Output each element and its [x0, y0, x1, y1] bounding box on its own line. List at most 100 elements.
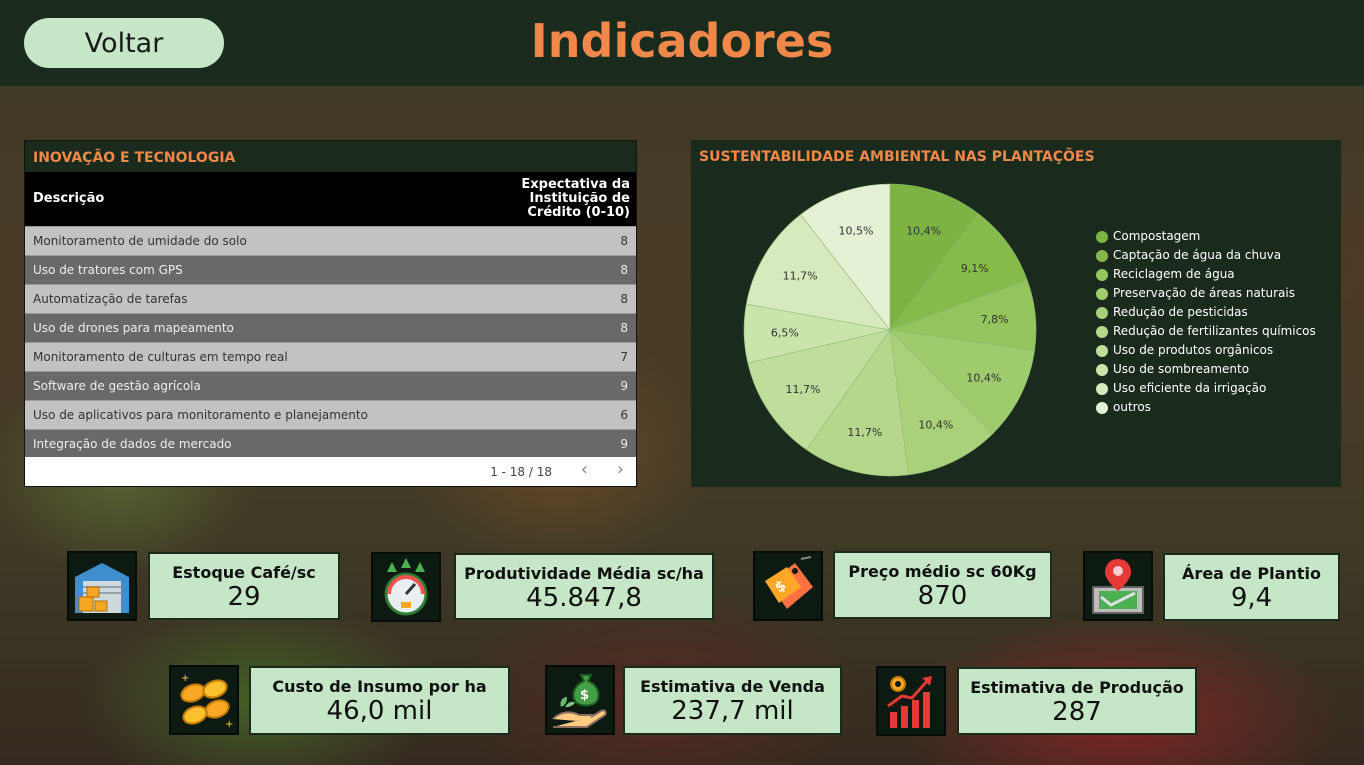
- warehouse-icon: [67, 551, 137, 621]
- table-row: Automatização de tarefas 8: [25, 284, 636, 313]
- kpi-value: 29: [227, 582, 261, 612]
- kpi-label: Produtividade Média sc/ha: [464, 564, 704, 583]
- kpi-card-custo: Custo de Insumo por ha 46,0 mil: [249, 666, 510, 735]
- cell-value: 9: [620, 437, 628, 451]
- column-header-description[interactable]: Descrição: [33, 191, 105, 206]
- pie-slice[interactable]: [806, 329, 909, 477]
- money-bag-hand-icon: $: [545, 665, 615, 735]
- kpi-card-producao: Estimativa de Produção 287: [957, 667, 1197, 735]
- next-page-button[interactable]: ›: [617, 459, 624, 480]
- table-row: Monitoramento de umidade do solo 8: [25, 226, 636, 255]
- pie-slice-label: 7,8%: [981, 313, 1009, 326]
- pie-slice-label: 11,7%: [847, 426, 882, 439]
- legend-item[interactable]: Captação de água da chuva: [1096, 248, 1316, 263]
- legend-swatch: [1096, 326, 1108, 338]
- pie-slice[interactable]: [889, 329, 1035, 435]
- column-header-expectation[interactable]: Expectativa da Instituição de Crédito (0…: [490, 178, 630, 220]
- chart-title: SUSTENTABILIDADE AMBIENTAL NAS PLANTAÇÕE…: [699, 149, 1095, 165]
- pie-slice[interactable]: [889, 213, 1028, 331]
- legend-item[interactable]: outros: [1096, 400, 1316, 415]
- svg-text:+: +: [181, 673, 189, 684]
- legend-swatch: [1096, 231, 1108, 243]
- cell-value: 8: [620, 321, 628, 335]
- kpi-card-area: Área de Plantio 9,4: [1163, 553, 1340, 621]
- cell-description: Monitoramento de culturas em tempo real: [33, 350, 288, 364]
- speedometer-icon: [371, 552, 441, 622]
- legend-item[interactable]: Uso de produtos orgânicos: [1096, 343, 1316, 358]
- cell-description: Software de gestão agrícola: [33, 379, 201, 393]
- svg-text:+: +: [225, 719, 233, 730]
- pie-slice[interactable]: [889, 329, 993, 476]
- legend-label: Redução de fertilizantes químicos: [1113, 324, 1316, 338]
- header-bar: Voltar Indicadores: [0, 0, 1364, 86]
- pie-slice-label: 11,7%: [783, 269, 818, 282]
- legend-swatch: [1096, 402, 1108, 414]
- legend-swatch: [1096, 307, 1108, 319]
- page-title: Indicadores: [530, 14, 834, 68]
- pie-slice-label: 10,4%: [906, 224, 941, 237]
- cell-description: Uso de drones para mapeamento: [33, 321, 234, 335]
- innovation-table-panel: INOVAÇÃO E TECNOLOGIA Descrição Expectat…: [24, 140, 637, 487]
- legend-item[interactable]: Redução de fertilizantes químicos: [1096, 324, 1316, 339]
- pie-slice[interactable]: [747, 329, 891, 451]
- kpi-label: Estoque Café/sc: [172, 563, 316, 582]
- legend-swatch: [1096, 250, 1108, 262]
- legend-label: Uso eficiente da irrigação: [1113, 381, 1267, 395]
- legend-label: Uso de produtos orgânicos: [1113, 343, 1274, 357]
- table-row: Monitoramento de culturas em tempo real …: [25, 342, 636, 371]
- kpi-value: 237,7 mil: [671, 696, 794, 726]
- kpi-card-produtividade: Produtividade Média sc/ha 45.847,8: [454, 553, 714, 620]
- chevron-left-icon: ‹: [580, 459, 588, 480]
- pie-slice[interactable]: [889, 183, 980, 331]
- kpi-card-estoque: Estoque Café/sc 29: [148, 552, 340, 620]
- prev-page-button[interactable]: ‹: [581, 459, 588, 480]
- pie-slice[interactable]: [745, 214, 891, 331]
- table-row: Software de gestão agrícola 9: [25, 371, 636, 400]
- pie-slice-label: 6,5%: [771, 327, 799, 340]
- pie-slice-label: 11,7%: [786, 383, 821, 396]
- map-pin-icon: [1083, 551, 1153, 621]
- kpi-value: 45.847,8: [526, 583, 642, 613]
- cell-value: 8: [620, 234, 628, 248]
- cell-value: 7: [620, 350, 628, 364]
- legend-swatch: [1096, 345, 1108, 357]
- cell-description: Automatização de tarefas: [33, 292, 188, 306]
- legend-label: Reciclagem de água: [1113, 267, 1235, 281]
- legend-item[interactable]: Reciclagem de água: [1096, 267, 1316, 282]
- kpi-card-venda: Estimativa de Venda 237,7 mil: [623, 666, 842, 735]
- kpi-label: Estimativa de Produção: [970, 678, 1184, 697]
- price-tag-icon: $: [753, 551, 823, 621]
- pie-slice-label: 10,4%: [966, 371, 1001, 384]
- legend-label: Preservação de áreas naturais: [1113, 286, 1295, 300]
- kpi-card-preco: Preço médio sc 60Kg 870: [833, 551, 1052, 619]
- back-button[interactable]: Voltar: [24, 18, 224, 68]
- page-range: 1 - 18 / 18: [490, 465, 552, 479]
- cell-description: Integração de dados de mercado: [33, 437, 232, 451]
- kpi-value: 46,0 mil: [326, 696, 433, 726]
- legend-item[interactable]: Preservação de áreas naturais: [1096, 286, 1316, 301]
- cell-description: Uso de aplicativos para monitoramento e …: [33, 408, 368, 422]
- table-pagination: 1 - 18 / 18 ‹ ›: [25, 457, 636, 486]
- kpi-label: Preço médio sc 60Kg: [848, 562, 1037, 581]
- cell-description: Monitoramento de umidade do solo: [33, 234, 247, 248]
- pie-slice-label: 10,5%: [839, 225, 874, 238]
- pie-slice[interactable]: [800, 183, 891, 331]
- pie-slice-label: 9,1%: [961, 262, 989, 275]
- coins-icon: + +: [169, 665, 239, 735]
- table-row: Uso de tratores com GPS 8: [25, 255, 636, 284]
- legend-label: Redução de pesticidas: [1113, 305, 1248, 319]
- svg-text:$: $: [580, 688, 589, 703]
- legend-swatch: [1096, 269, 1108, 281]
- legend-item[interactable]: Uso eficiente da irrigação: [1096, 381, 1316, 396]
- cell-value: 8: [620, 263, 628, 277]
- legend-item[interactable]: Uso de sombreamento: [1096, 362, 1316, 377]
- legend-item[interactable]: Compostagem: [1096, 229, 1316, 244]
- legend-item[interactable]: Redução de pesticidas: [1096, 305, 1316, 320]
- column-header-line: Instituição de: [529, 191, 630, 206]
- table-row: Integração de dados de mercado 9: [25, 429, 636, 458]
- chart-legend: Compostagem Captação de água da chuva Reci…: [1096, 229, 1316, 419]
- growth-chart-icon: [876, 666, 946, 736]
- legend-label: Compostagem: [1113, 229, 1201, 243]
- pie-chart: 10,4% 9,1% 7,8% 10,4% 10,4% 11,7% 11,7% 6,5% 11,…: [743, 183, 1037, 477]
- kpi-label: Estimativa de Venda: [640, 677, 825, 696]
